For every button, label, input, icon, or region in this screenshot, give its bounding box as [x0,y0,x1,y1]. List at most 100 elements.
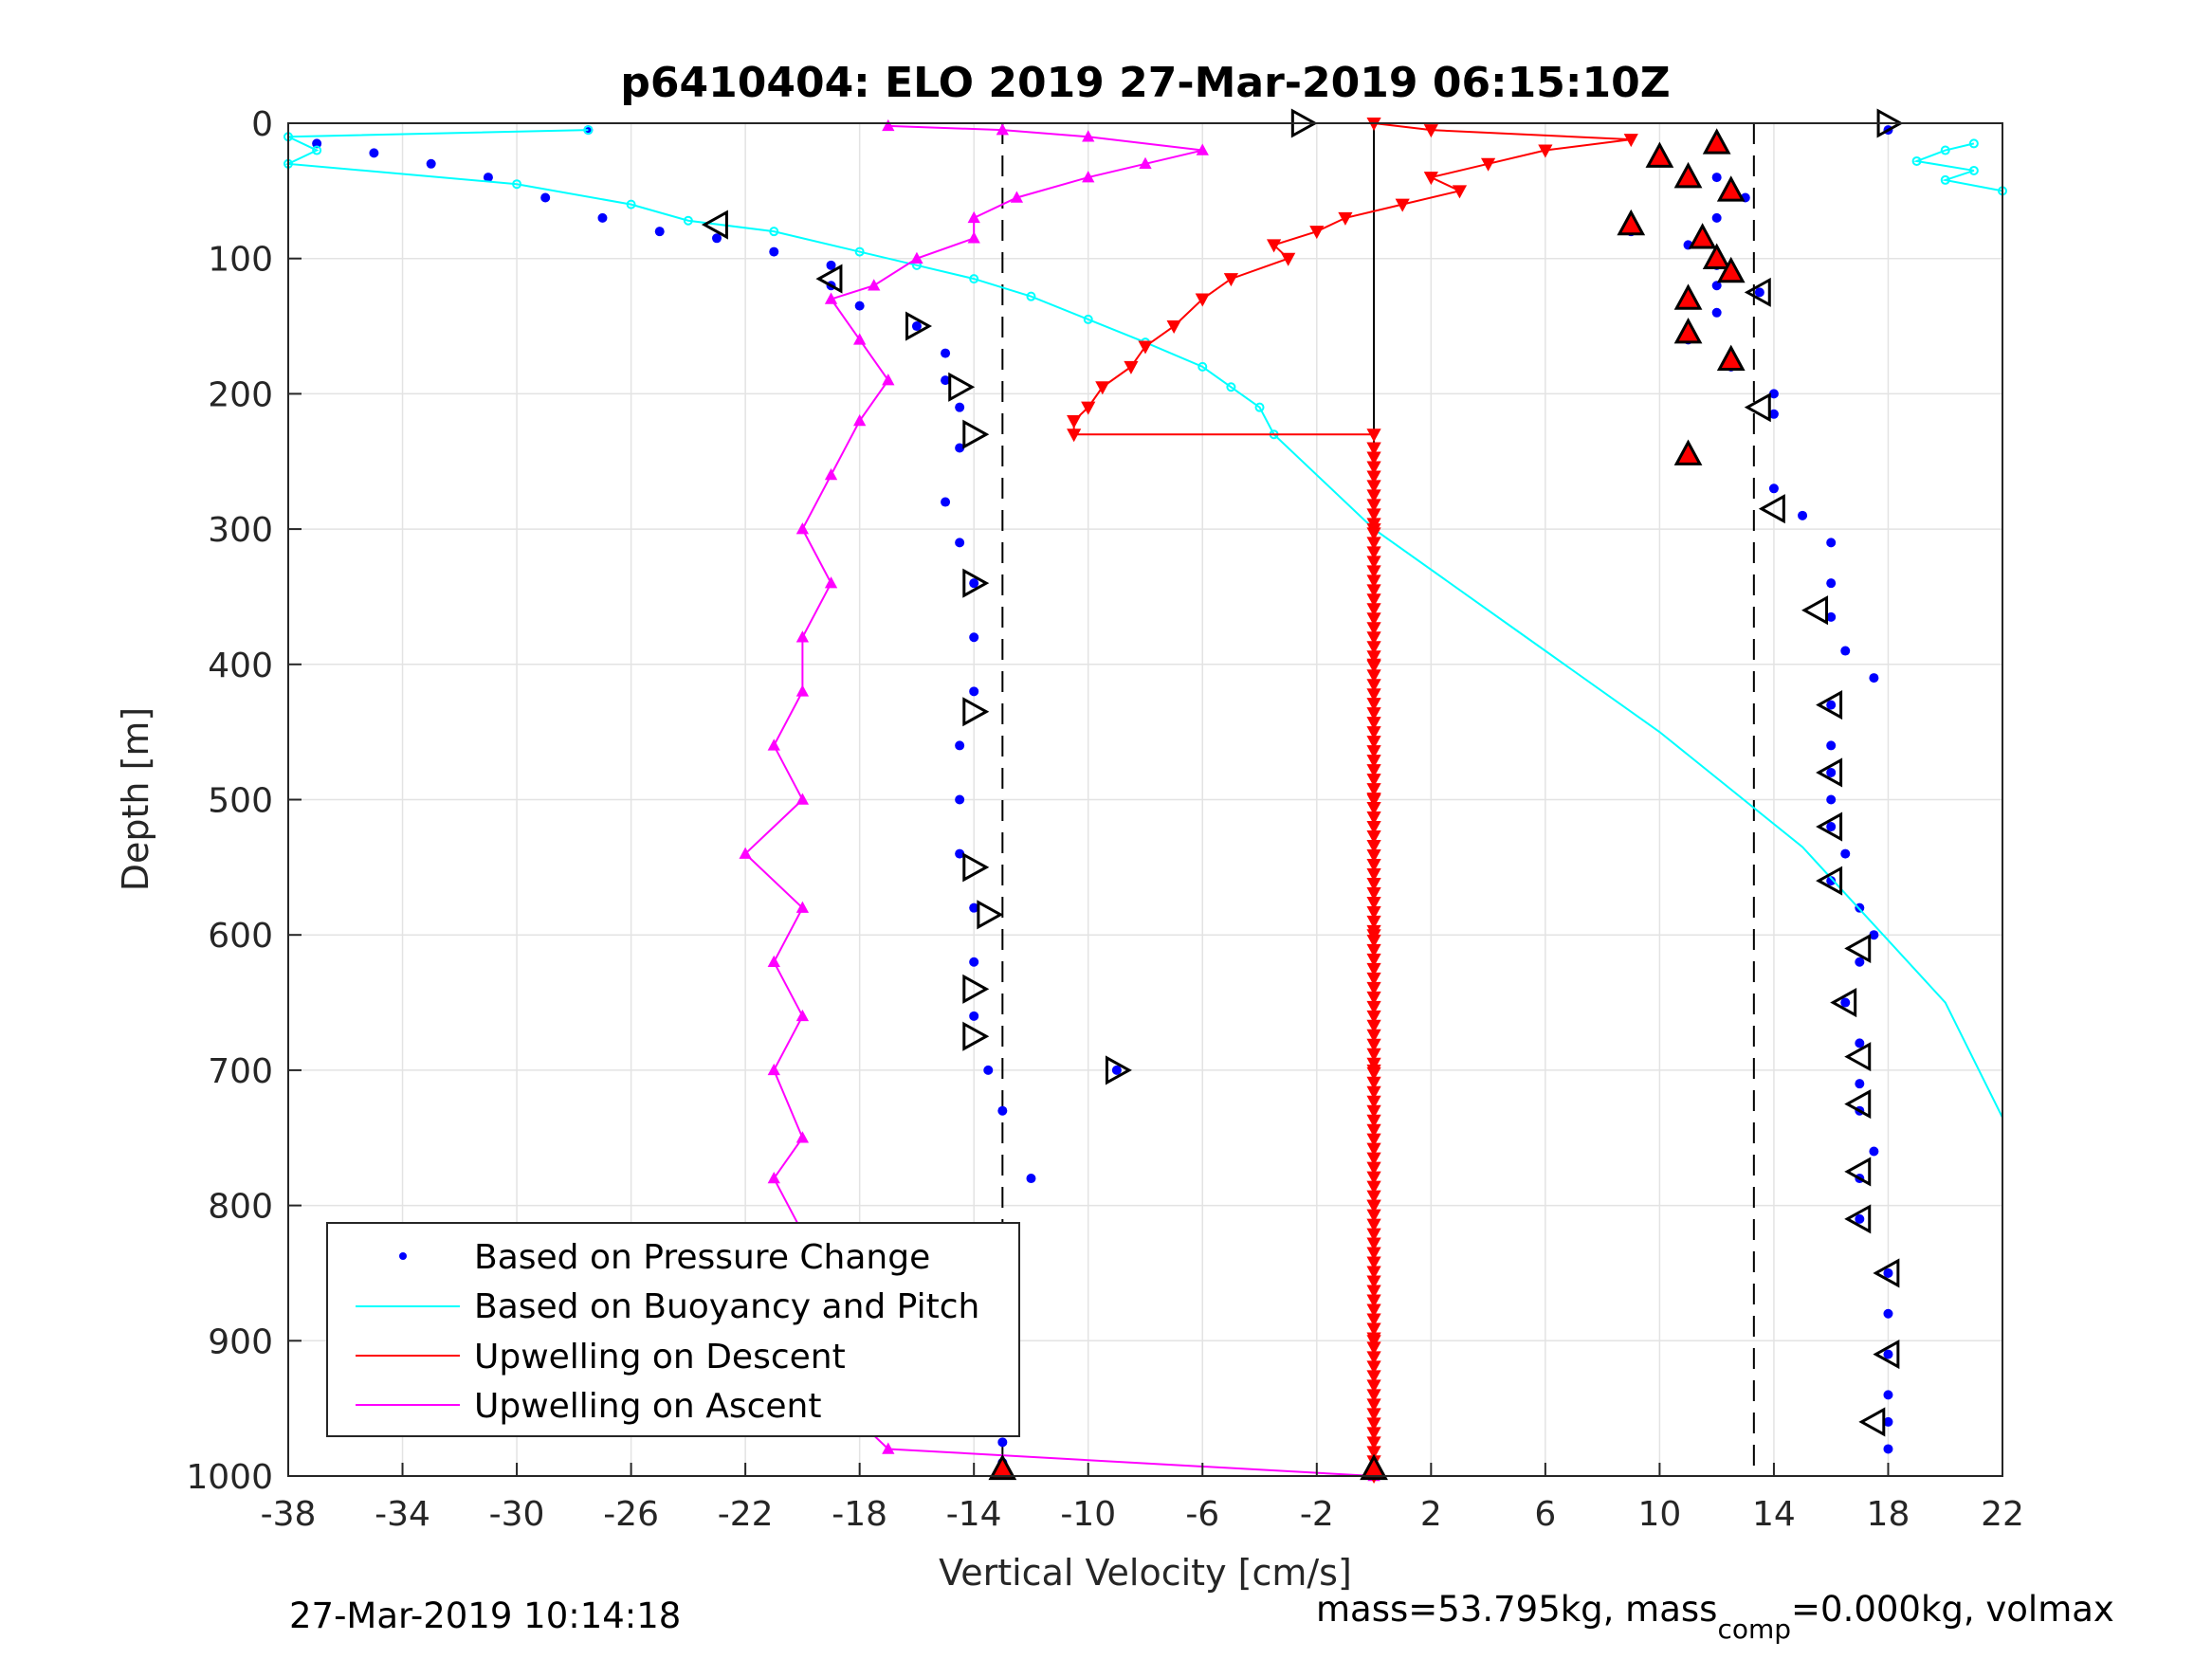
upwelling-ascent-point [767,1063,780,1076]
large-red-triangle-marker [1645,141,1674,168]
pressure-change-point [969,902,979,913]
upwelling-descent-column-point [1366,953,1381,967]
upwelling-descent-column-point [1366,1332,1381,1346]
pressure-change-point [712,233,722,244]
x-tick-label: -2 [1300,1495,1334,1534]
upwelling-descent-column-point [1366,1408,1381,1422]
pressure-change-point [654,227,665,237]
legend-entry-buoyancy: Based on Buoyancy and Pitch [356,1287,979,1326]
x-tick-label: 18 [1867,1495,1910,1534]
upwelling-descent-column-point [1366,896,1381,910]
y-tick-label: 900 [208,1322,273,1361]
x-tick-label: 6 [1534,1495,1556,1534]
upwelling-descent-column-point [1366,1266,1381,1280]
upwelling-descent-column-point [1366,877,1381,891]
upwelling-descent-column-point [1366,793,1381,807]
upwelling-ascent-point [853,333,867,345]
upwelling-ascent-point [882,1442,895,1454]
x-tick-label: 10 [1637,1495,1681,1534]
pressure-change-point [941,348,951,358]
upwelling-ascent-point [795,1131,810,1143]
pressure-change-point [540,192,551,203]
y-tick-label: 700 [208,1052,273,1091]
upwelling-descent-column-point [1366,451,1381,465]
buoyancy-pitch-point [1197,361,1208,372]
pressure-change-point [1711,173,1722,183]
upwelling-descent-column-point [1366,802,1381,816]
upwelling-descent-column-point [1366,1029,1381,1043]
buoyancy-pitch-point [1968,138,1979,149]
buoyancy-pitch-point [1026,291,1036,301]
upwelling-descent-column-point [1366,546,1381,560]
pressure-change-point [1826,767,1837,777]
open-triangle-marker [1844,1157,1872,1187]
upwelling-descent-point [1481,157,1496,172]
upwelling-ascent-point [824,468,838,481]
upwelling-descent-column-point [1366,1322,1381,1337]
upwelling-descent-point [1366,428,1381,443]
upwelling-descent-point [1423,124,1438,138]
y-tick-label: 500 [208,782,273,821]
upwelling-descent-point [1081,401,1096,415]
open-triangle-marker [1801,595,1829,626]
open-triangle-marker [962,852,990,883]
upwelling-descent-point [1223,273,1238,287]
upwelling-descent-column-point [1366,1095,1381,1109]
upwelling-descent-column-point [1366,972,1381,986]
buoyancy-pitch-point [312,145,322,155]
pressure-change-point [1826,822,1837,832]
upwelling-descent-column-point [1366,1285,1381,1299]
pressure-change-point [955,794,965,805]
buoyancy-pitch-point [769,227,779,237]
chart-title: p6410404: ELO 2019 27-Mar-2019 06:15:10Z [620,59,1670,107]
y-tick-label: 600 [208,917,273,956]
upwelling-descent-column-point [1366,1000,1381,1014]
open-triangle-marker [1816,690,1843,720]
upwelling-descent-column-point [1366,707,1381,721]
x-tick-label: 14 [1752,1495,1796,1534]
upwelling-descent-column-point [1366,755,1381,769]
buoyancy-pitch-point [1968,165,1979,175]
buoyancy-pitch-point [683,215,693,226]
footer-mass-suffix: =0.000kg, volmax [1791,1589,2114,1630]
upwelling-descent-column-point [1366,915,1381,929]
upwelling-descent-point [1267,239,1282,253]
upwelling-descent-column-point [1366,1066,1381,1081]
large-red-triangle-marker [1673,283,1703,310]
pressure-change-point [1883,1308,1893,1319]
upwelling-descent-column-point [1366,962,1381,976]
buoyancy-pitch-point [969,274,979,284]
large-red-triangle-marker [1673,161,1703,189]
upwelling-descent-column-point [1366,1360,1381,1375]
buoyancy-pitch-point [1940,174,1950,185]
pressure-change-point [1855,957,1865,967]
pressure-change-point [483,173,493,183]
open-triangle-marker [962,697,990,727]
upwelling-descent-column-point [1366,1076,1381,1090]
upwelling-ascent-point [795,522,810,535]
upwelling-descent-column-point [1366,726,1381,740]
footer-timestamp: 27-Mar-2019 10:14:18 [289,1595,681,1636]
pressure-change-point [1768,409,1779,419]
upwelling-descent-column-point [1366,1275,1381,1289]
upwelling-descent-point [1452,185,1468,199]
pressure-change-point [1883,1444,1893,1454]
y-tick-label: 200 [208,375,273,414]
open-triangle-marker [962,568,990,598]
upwelling-descent-column-point [1366,461,1381,475]
upwelling-descent-column-point [1366,1010,1381,1024]
y-tick-label: 400 [208,647,273,685]
large-red-triangle-marker [988,1453,1017,1481]
open-triangle-marker [1830,988,1857,1018]
upwelling-descent-point [1281,252,1296,266]
pressure-change-point [997,1437,1008,1448]
pressure-change-point [1711,281,1722,291]
upwelling-descent-point [1067,428,1082,443]
large-red-triangle-marker [1688,223,1717,249]
upwelling-descent-column-point [1366,1199,1381,1213]
pressure-change-point [955,740,965,751]
pressure-change-point [955,848,965,859]
open-triangle-marker [1744,392,1771,423]
upwelling-descent-column-point [1366,934,1381,948]
